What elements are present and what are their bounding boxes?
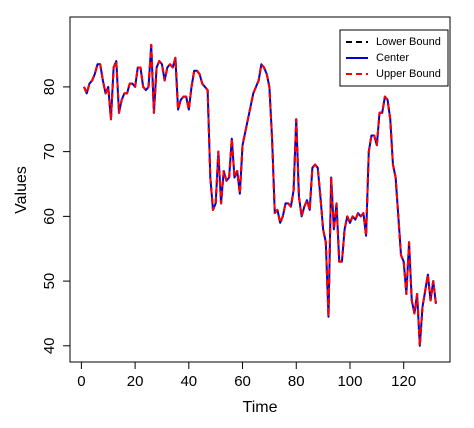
y-tick-label: 60 bbox=[41, 208, 58, 225]
legend-label: Center bbox=[376, 52, 409, 64]
x-tick-label: 0 bbox=[77, 373, 85, 390]
legend-label: Upper Bound bbox=[376, 68, 441, 80]
x-tick-label: 40 bbox=[180, 373, 197, 390]
legend: Lower Bound Center Upper Bound bbox=[339, 29, 449, 87]
x-tick-label: 20 bbox=[127, 373, 144, 390]
series-line bbox=[83, 43, 437, 347]
x-tick-label: 60 bbox=[234, 373, 251, 390]
x-tick-label: 120 bbox=[391, 373, 416, 390]
legend-label: Lower Bound bbox=[376, 36, 441, 48]
y-tick-label: 80 bbox=[41, 79, 58, 96]
y-tick-label: 70 bbox=[41, 143, 58, 160]
x-tick-label: 100 bbox=[337, 373, 362, 390]
x-tick-label: 80 bbox=[288, 373, 305, 390]
y-tick-label: 50 bbox=[41, 273, 58, 290]
x-axis-title: Time bbox=[243, 399, 278, 416]
series-line bbox=[83, 43, 437, 347]
series-line bbox=[83, 43, 437, 347]
y-tick-label: 40 bbox=[41, 337, 58, 354]
y-axis-title: Values bbox=[13, 166, 30, 214]
